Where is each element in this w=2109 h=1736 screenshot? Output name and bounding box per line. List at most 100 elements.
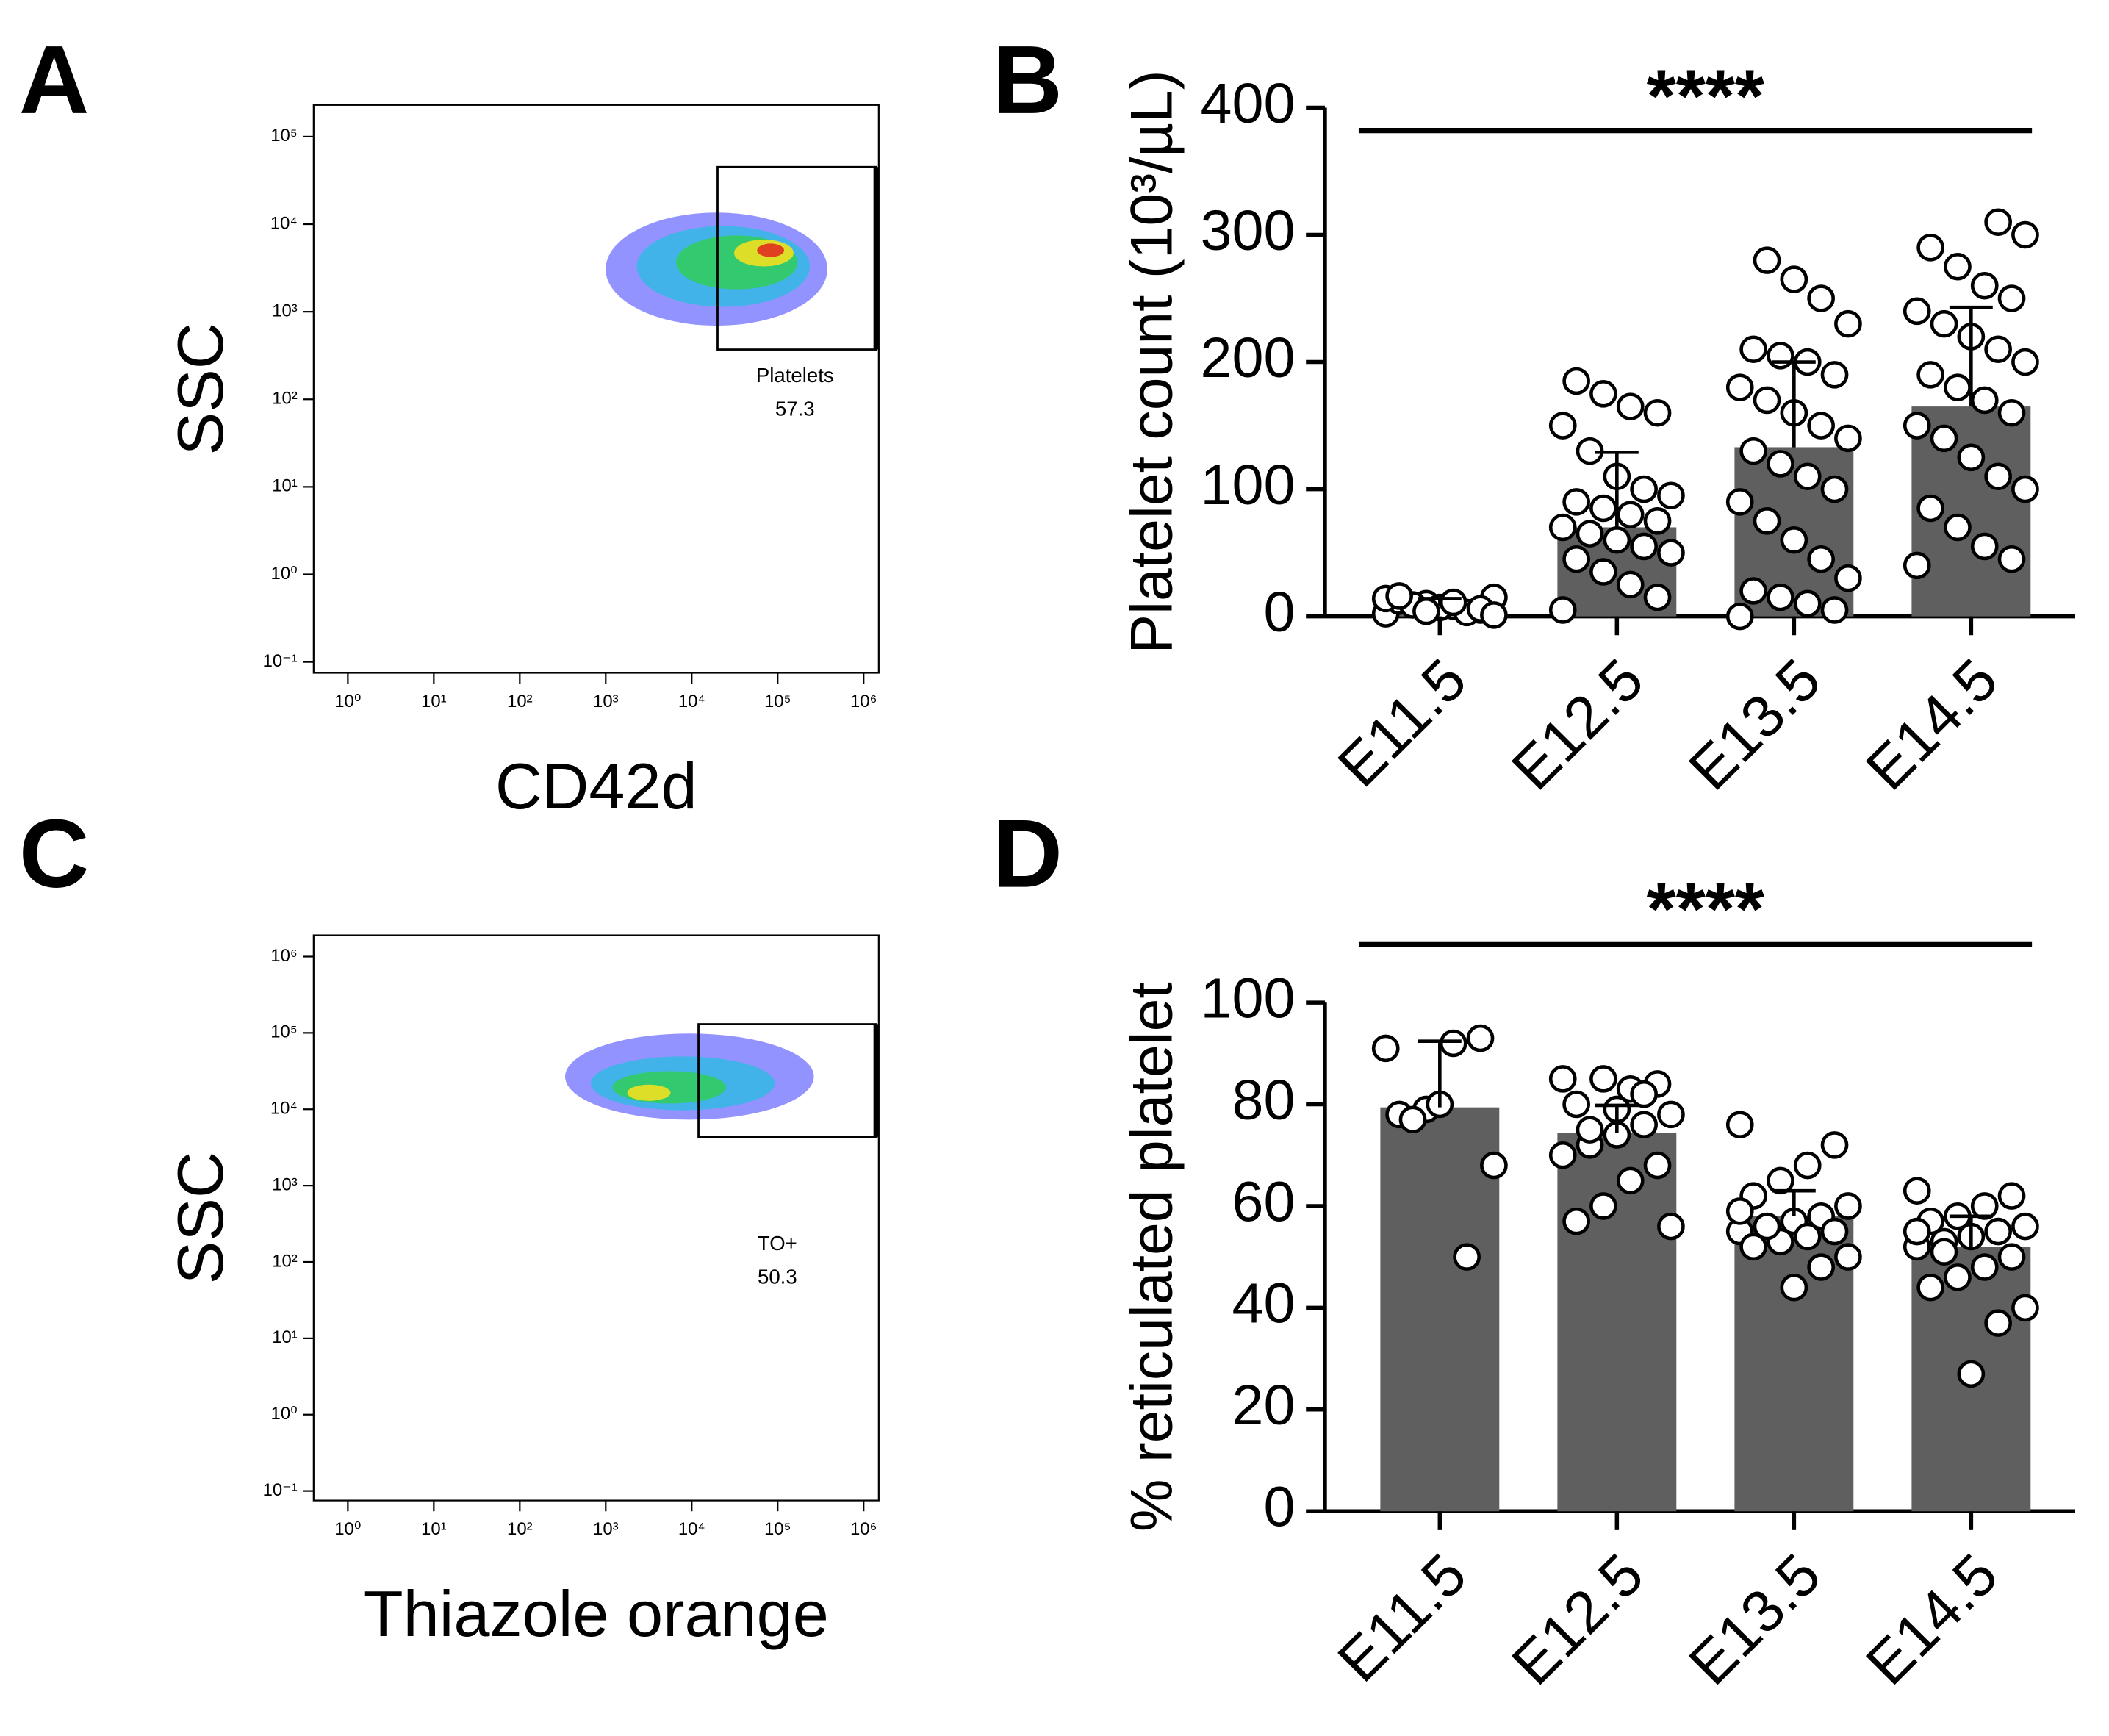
x-tick-label: E13.5 (1677, 1541, 1833, 1697)
y-tick-label: 20 (1232, 1374, 1296, 1437)
data-point (1944, 1263, 1972, 1291)
data-point (1371, 1034, 1400, 1063)
data-point (1589, 1192, 1617, 1220)
data-point (1970, 532, 1999, 561)
data-point (1548, 1065, 1577, 1093)
y-tick-label: 100 (1201, 967, 1296, 1030)
y-tick-label: 400 (1201, 72, 1296, 135)
data-point (1480, 1151, 1508, 1180)
x-tick-label: E14.5 (1854, 1541, 2011, 1697)
data-point (1984, 1217, 2012, 1246)
data-point (1903, 297, 1931, 326)
data-point (1657, 1212, 1685, 1241)
data-point (1957, 1360, 1986, 1388)
data-point (1820, 361, 1849, 389)
data-point (1589, 380, 1617, 408)
y-tick-label: 10⁵ (270, 1022, 297, 1042)
data-point (1944, 253, 1972, 281)
data-point (1548, 1141, 1577, 1169)
data-point (1820, 1217, 1849, 1246)
data-point (1616, 501, 1645, 528)
y-tick-label: 100 (1201, 453, 1296, 517)
data-point (1739, 437, 1768, 465)
data-point (1739, 1233, 1768, 1261)
data-point (1562, 367, 1590, 395)
data-point (1780, 265, 1808, 293)
data-point (1725, 373, 1754, 401)
data-point (1793, 1151, 1822, 1180)
density-cloud-a (606, 212, 827, 326)
x-tick-label: 10⁵ (764, 1519, 791, 1539)
data-point (1997, 398, 2026, 427)
data-point (1834, 424, 1862, 453)
data-point (1753, 386, 1781, 415)
data-point (1793, 1222, 1822, 1251)
data-point (1739, 335, 1768, 364)
panel-letter: D (992, 800, 1063, 908)
density-cloud-c (565, 1033, 814, 1120)
data-point (1970, 1192, 1999, 1220)
x-tick-label: 10⁴ (678, 692, 705, 711)
data-point (1767, 583, 1794, 611)
bar (1557, 1133, 1677, 1512)
data-point (1657, 481, 1685, 509)
y-tick-label: 10¹ (272, 476, 298, 496)
x-tick-label: 10² (507, 1519, 533, 1539)
y-tick-label: 10³ (272, 301, 298, 320)
data-point (1834, 564, 1862, 592)
data-point (1657, 539, 1685, 567)
panel-letter: A (19, 26, 90, 134)
y-tick-label: 10⁶ (270, 946, 297, 966)
data-point (1466, 1024, 1495, 1052)
x-tick-label: 10⁶ (850, 1519, 877, 1539)
data-point (1630, 532, 1658, 561)
data-point (1944, 513, 1972, 542)
data-point (2011, 475, 2039, 503)
x-tick-label: E12.5 (1500, 1541, 1656, 1697)
data-point (1834, 309, 1862, 338)
y-axis-title: SSC (164, 323, 237, 456)
data-point (1643, 398, 1672, 427)
data-point (1576, 520, 1604, 548)
data-point (1589, 494, 1617, 523)
data-point (1903, 1217, 1931, 1246)
data-point (1997, 1243, 2026, 1271)
data-point (2011, 1212, 2039, 1241)
data-point (1630, 1111, 1658, 1138)
data-point (1548, 412, 1577, 440)
data-point (1957, 443, 1986, 472)
data-point (1630, 475, 1658, 503)
data-point (1753, 507, 1781, 535)
x-tick-label: 10⁴ (678, 1519, 705, 1539)
y-tick-label: 0 (1263, 1476, 1295, 1539)
data-point (1834, 1192, 1862, 1220)
x-tick-label: 10³ (593, 692, 619, 711)
gate-name: Platelets (756, 364, 834, 387)
panel-letter: C (19, 800, 90, 908)
x-tick-label: 10⁶ (850, 692, 877, 711)
data-point (1657, 1100, 1685, 1129)
data-point (1725, 1197, 1754, 1225)
y-tick-label: 10⁻¹ (263, 651, 298, 671)
data-point (1807, 545, 1835, 573)
x-axis-title: CD42d (495, 750, 697, 822)
panel-letter: B (992, 26, 1063, 134)
significance-label: **** (1647, 54, 1764, 138)
y-tick-label: 40 (1232, 1272, 1296, 1335)
data-point (1562, 1207, 1590, 1235)
data-point (1562, 488, 1590, 516)
y-axis-title: Platelet count (10³/µL) (1118, 70, 1185, 653)
data-point (1997, 545, 2026, 573)
y-tick-label: 200 (1201, 326, 1296, 390)
y-tick-label: 60 (1232, 1170, 1296, 1233)
data-point (1616, 1166, 1645, 1195)
data-point (1767, 1166, 1794, 1195)
y-tick-label: 10¹ (272, 1327, 298, 1347)
data-point (1930, 424, 1958, 453)
x-tick-label: 10⁰ (334, 1519, 361, 1539)
data-point (1903, 1177, 1931, 1205)
x-tick-label: 10¹ (421, 1519, 447, 1539)
data-point (1643, 1151, 1672, 1180)
data-point (1753, 1212, 1781, 1241)
